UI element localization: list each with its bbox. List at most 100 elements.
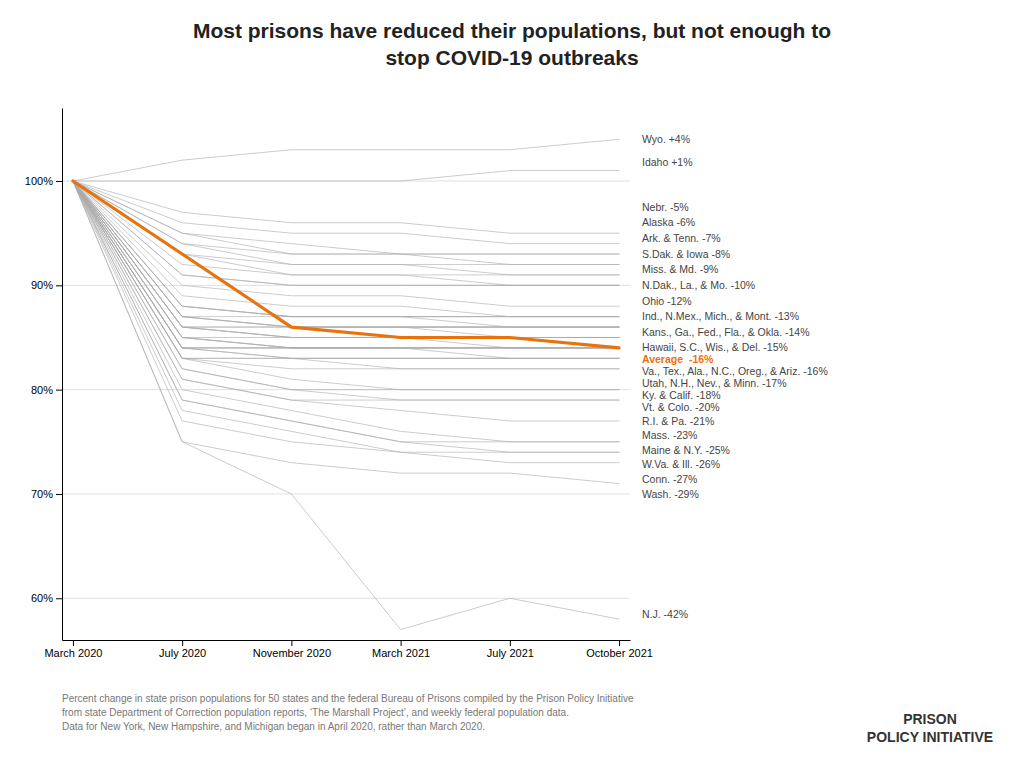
- x-axis: March 2020 July 2020 November 2020 March 20…: [44, 640, 653, 659]
- y-tick-mark: [56, 494, 62, 495]
- series-line: [73, 181, 619, 358]
- annotation: N.J. -42%: [642, 608, 688, 620]
- x-tick-mark: [291, 640, 292, 646]
- annotation: Average -16%: [642, 353, 714, 365]
- x-axis-line: [63, 640, 631, 641]
- x-tick-label: March 2020: [44, 647, 102, 659]
- series-line: [73, 181, 619, 369]
- chart-svg: Most prisons have reduced their populati…: [0, 0, 1024, 768]
- series-line: [73, 181, 619, 369]
- y-tick-mark: [56, 181, 62, 182]
- annotation: Utah, N.H., Nev., & Minn. -17%: [642, 377, 787, 389]
- series-line: [73, 181, 619, 285]
- footnote-line: Percent change in state prison populatio…: [62, 693, 634, 704]
- annotation: Kans., Ga., Fed., Fla., & Okla. -14%: [642, 326, 809, 338]
- annotation: Alaska -6%: [642, 216, 695, 228]
- series-line: [73, 181, 619, 327]
- series-line: [73, 181, 619, 327]
- footnote-line: from state Department of Correction popu…: [62, 707, 569, 718]
- x-tick-label: October 2021: [586, 647, 653, 659]
- y-tick: 70%: [31, 488, 62, 500]
- y-tick: 100%: [25, 175, 62, 187]
- series-line: [73, 181, 619, 317]
- annotation: S.Dak. & Iowa -8%: [642, 248, 730, 260]
- series-line: [73, 139, 619, 181]
- series-line: [73, 181, 619, 327]
- annotation: Vt. & Colo. -20%: [642, 401, 720, 413]
- x-tick-label: July 2021: [487, 647, 534, 659]
- grid-line: [62, 493, 630, 494]
- x-tick: March 2021: [372, 640, 430, 659]
- y-tick: 60%: [31, 592, 62, 604]
- x-tick: October 2021: [586, 640, 653, 659]
- series-line: [73, 181, 619, 348]
- series-line: [73, 181, 619, 348]
- series-line: [73, 181, 619, 358]
- series-line: [73, 181, 619, 442]
- series-line: [73, 181, 619, 400]
- annotation: Va., Tex., Ala., N.C., Oreg., & Ariz. -1…: [642, 365, 828, 377]
- logo-line: PRISON: [903, 711, 957, 727]
- y-tick-label: 100%: [25, 175, 53, 187]
- annotation: Miss. & Md. -9%: [642, 263, 718, 275]
- grid-line: [62, 598, 630, 599]
- y-tick-label: 80%: [31, 384, 53, 396]
- lines: [73, 139, 619, 629]
- annotation: Maine & N.Y. -25%: [642, 444, 730, 456]
- annotation: Hawaii, S.C., Wis., & Del. -15%: [642, 341, 788, 353]
- annotation: N.Dak., La., & Mo. -10%: [642, 279, 755, 291]
- annotation: Ark. & Tenn. -7%: [642, 232, 721, 244]
- y-tick-label: 60%: [31, 592, 53, 604]
- series-line: [73, 181, 619, 317]
- y-tick: 90%: [31, 279, 62, 291]
- series-line: [73, 181, 619, 306]
- y-tick-mark: [56, 285, 62, 286]
- series-line: [73, 181, 619, 285]
- series-line: [73, 181, 619, 484]
- series-line: [73, 181, 619, 358]
- series-line: [73, 171, 619, 181]
- footnote: Percent change in state prison populatio…: [62, 693, 634, 732]
- y-axis: 60% 70% 80% 90% 100%: [25, 109, 63, 641]
- series-line: [73, 181, 619, 327]
- y-tick-label: 70%: [31, 488, 53, 500]
- series-line: [73, 181, 619, 275]
- series-line: [73, 181, 619, 327]
- series-line: [73, 181, 619, 275]
- title-line: Most prisons have reduced their populati…: [193, 19, 831, 42]
- series-line: [73, 181, 619, 452]
- x-tick-label: November 2020: [253, 647, 331, 659]
- series-line: [73, 181, 619, 348]
- series-line: [73, 181, 619, 463]
- series-line: [73, 181, 619, 358]
- series-line: [73, 181, 619, 390]
- series-line: [73, 181, 619, 630]
- title-line: stop COVID-19 outbreaks: [385, 46, 638, 69]
- y-axis-line: [62, 109, 63, 641]
- series-line: [73, 181, 619, 285]
- logo: PRISON POLICY INITIATIVE: [867, 711, 993, 745]
- series-line: [73, 181, 619, 317]
- x-tick: March 2020: [44, 640, 102, 659]
- series-line: [73, 181, 619, 400]
- annotation: Wash. -29%: [642, 488, 699, 500]
- annotation: R.I. & Pa. -21%: [642, 415, 714, 427]
- annotation: W.Va. & Ill. -26%: [642, 458, 720, 470]
- y-tick-label: 90%: [31, 279, 53, 291]
- annotation: Wyo. +4%: [642, 133, 690, 145]
- x-tick-mark: [182, 640, 183, 646]
- x-tick-mark: [401, 640, 402, 646]
- annotation: Nebr. -5%: [642, 201, 689, 213]
- x-tick-mark: [510, 640, 511, 646]
- series-line: [73, 181, 619, 348]
- x-tick-mark: [73, 640, 74, 646]
- series-line: [73, 181, 619, 233]
- x-tick-label: July 2020: [159, 647, 206, 659]
- series-line: [73, 181, 619, 442]
- annotation: Conn. -27%: [642, 473, 697, 485]
- annotation: Ky. & Calif. -18%: [642, 389, 721, 401]
- logo-line: POLICY INITIATIVE: [867, 729, 993, 745]
- series-line: [73, 181, 619, 421]
- x-tick-mark: [619, 640, 620, 646]
- annotations: Wyo. +4%Idaho +1%Nebr. -5%Alaska -6%Ark.…: [642, 133, 828, 620]
